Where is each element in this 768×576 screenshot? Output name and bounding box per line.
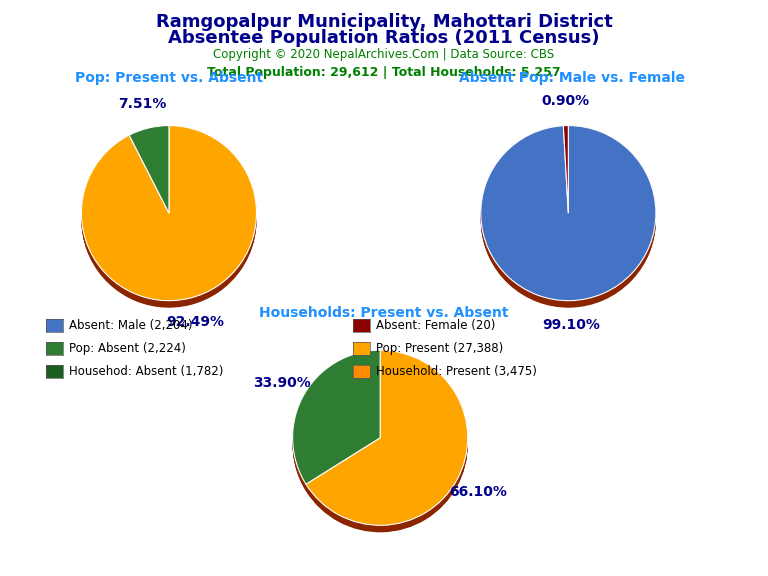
Text: 0.90%: 0.90% <box>541 94 589 108</box>
Wedge shape <box>129 128 169 216</box>
Wedge shape <box>481 127 656 302</box>
Wedge shape <box>81 127 257 302</box>
Wedge shape <box>293 354 380 488</box>
Text: Househod: Absent (1,782): Househod: Absent (1,782) <box>69 365 223 378</box>
Text: Absent: Female (20): Absent: Female (20) <box>376 319 495 332</box>
Wedge shape <box>129 130 169 217</box>
Wedge shape <box>81 131 257 306</box>
Wedge shape <box>306 355 468 530</box>
Wedge shape <box>81 126 257 301</box>
Wedge shape <box>564 127 568 215</box>
Wedge shape <box>293 355 380 490</box>
Wedge shape <box>564 132 568 219</box>
Wedge shape <box>81 127 257 302</box>
Text: 99.10%: 99.10% <box>542 318 601 332</box>
Text: Total Population: 29,612 | Total Households: 5,257: Total Population: 29,612 | Total Househo… <box>207 66 561 79</box>
Wedge shape <box>481 130 656 305</box>
Wedge shape <box>564 131 568 219</box>
Wedge shape <box>81 130 257 305</box>
Wedge shape <box>293 350 380 484</box>
Wedge shape <box>481 126 656 301</box>
Wedge shape <box>564 126 568 214</box>
Text: Absent Pop: Male vs. Female: Absent Pop: Male vs. Female <box>459 71 685 85</box>
Wedge shape <box>481 129 656 304</box>
Wedge shape <box>293 351 380 486</box>
Wedge shape <box>481 132 656 308</box>
Wedge shape <box>481 128 656 304</box>
Wedge shape <box>306 353 468 528</box>
Wedge shape <box>129 129 169 217</box>
Text: Absent: Male (2,204): Absent: Male (2,204) <box>69 319 193 332</box>
Wedge shape <box>564 132 568 220</box>
Wedge shape <box>306 357 468 532</box>
Wedge shape <box>306 357 468 532</box>
Wedge shape <box>306 354 468 529</box>
Wedge shape <box>129 131 169 219</box>
Text: 33.90%: 33.90% <box>253 377 311 391</box>
Wedge shape <box>306 354 468 529</box>
Wedge shape <box>293 352 380 486</box>
Wedge shape <box>129 128 169 215</box>
Wedge shape <box>564 128 568 215</box>
Wedge shape <box>481 131 656 306</box>
Wedge shape <box>564 131 568 218</box>
Text: Pop: Present vs. Absent: Pop: Present vs. Absent <box>75 71 263 85</box>
Wedge shape <box>81 132 257 308</box>
Wedge shape <box>564 130 568 218</box>
Wedge shape <box>481 132 656 307</box>
Wedge shape <box>564 126 568 213</box>
Wedge shape <box>293 353 380 487</box>
Wedge shape <box>81 128 257 304</box>
Text: Ramgopalpur Municipality, Mahottari District: Ramgopalpur Municipality, Mahottari Dist… <box>156 13 612 31</box>
Wedge shape <box>81 132 257 307</box>
Wedge shape <box>293 355 380 489</box>
Wedge shape <box>564 130 568 217</box>
Wedge shape <box>129 131 169 218</box>
Wedge shape <box>293 357 380 491</box>
Text: 7.51%: 7.51% <box>118 97 167 111</box>
Wedge shape <box>481 127 656 302</box>
Wedge shape <box>306 355 468 530</box>
Text: 92.49%: 92.49% <box>166 315 224 329</box>
Text: Copyright © 2020 NepalArchives.Com | Data Source: CBS: Copyright © 2020 NepalArchives.Com | Dat… <box>214 48 554 62</box>
Wedge shape <box>306 352 468 527</box>
Wedge shape <box>306 351 468 526</box>
Wedge shape <box>129 130 169 218</box>
Wedge shape <box>129 126 169 214</box>
Wedge shape <box>81 131 257 306</box>
Wedge shape <box>129 132 169 219</box>
Wedge shape <box>81 128 257 303</box>
Wedge shape <box>81 129 257 304</box>
Wedge shape <box>293 353 380 487</box>
Text: 66.10%: 66.10% <box>449 485 507 499</box>
Wedge shape <box>481 126 656 301</box>
Wedge shape <box>293 351 380 485</box>
Wedge shape <box>481 131 656 306</box>
Wedge shape <box>481 130 656 305</box>
Wedge shape <box>306 350 468 525</box>
Text: Pop: Absent (2,224): Pop: Absent (2,224) <box>69 342 186 355</box>
Wedge shape <box>129 132 169 220</box>
Text: Pop: Present (27,388): Pop: Present (27,388) <box>376 342 504 355</box>
Wedge shape <box>564 128 568 216</box>
Wedge shape <box>306 353 468 528</box>
Text: Absentee Population Ratios (2011 Census): Absentee Population Ratios (2011 Census) <box>168 29 600 47</box>
Wedge shape <box>564 129 568 217</box>
Wedge shape <box>481 128 656 303</box>
Wedge shape <box>81 130 257 305</box>
Wedge shape <box>293 356 380 490</box>
Wedge shape <box>129 127 169 215</box>
Wedge shape <box>81 126 257 301</box>
Wedge shape <box>129 126 169 213</box>
Wedge shape <box>293 354 380 488</box>
Wedge shape <box>293 357 380 491</box>
Text: Households: Present vs. Absent: Households: Present vs. Absent <box>260 306 508 320</box>
Wedge shape <box>306 356 468 531</box>
Wedge shape <box>564 127 568 214</box>
Wedge shape <box>129 127 169 214</box>
Text: Household: Present (3,475): Household: Present (3,475) <box>376 365 537 378</box>
Wedge shape <box>306 351 468 526</box>
